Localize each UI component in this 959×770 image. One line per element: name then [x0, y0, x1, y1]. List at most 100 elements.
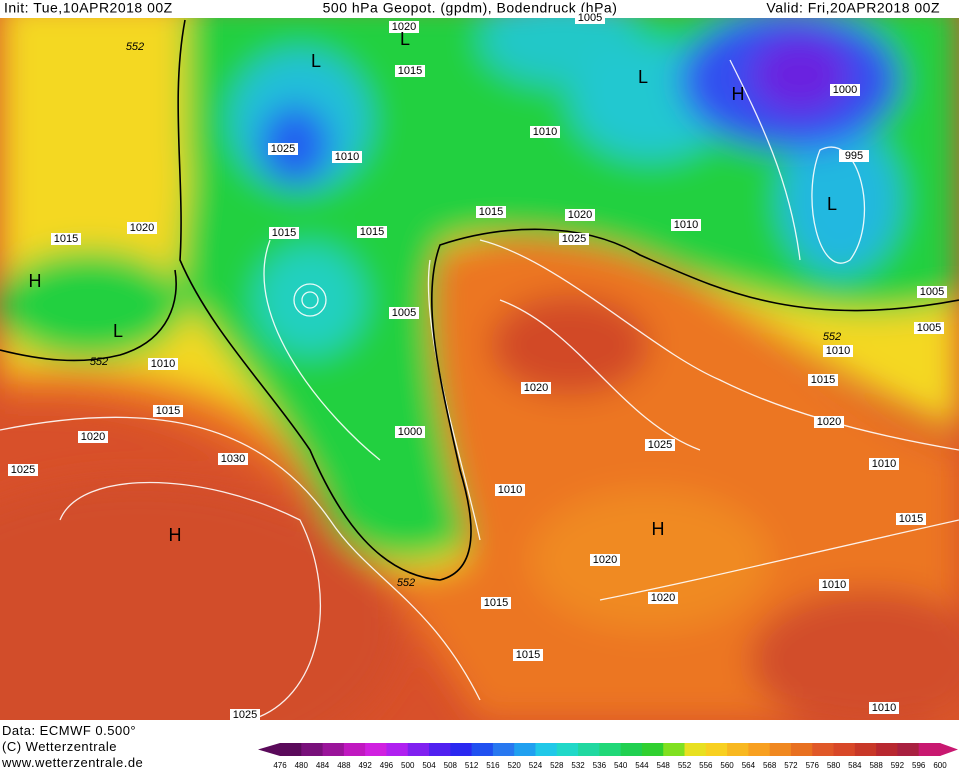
label-box: [389, 307, 419, 319]
footer-line: www.wetterzentrale.de: [1, 755, 143, 770]
colorbar-label: 496: [380, 761, 394, 770]
colorbar-swatch: [641, 743, 664, 756]
colorbar-swatch: [301, 743, 324, 756]
colorbar-label: 508: [444, 761, 458, 770]
colorbar-swatch: [854, 743, 877, 756]
label-box: [332, 151, 362, 163]
isobar-label: 1010: [151, 358, 175, 370]
colorbar-swatch: [471, 743, 494, 756]
isobar-label: 1020: [817, 416, 841, 428]
colorbar-swatch: [514, 743, 536, 756]
label-box: [127, 222, 157, 234]
pressure-center: H: [652, 519, 665, 539]
isobar-label: 1010: [533, 126, 557, 138]
label-box: [914, 322, 944, 334]
colorbar-arrow: [258, 743, 280, 756]
colorbar-swatch: [386, 743, 409, 756]
footer-line: (C) Wetterzentrale: [2, 739, 117, 754]
label-box: [495, 484, 525, 496]
label-box: [917, 286, 947, 298]
pressure-center: L: [638, 67, 648, 87]
isobar-label: 1025: [271, 143, 295, 155]
isobar-label: 1000: [833, 84, 857, 96]
pressure-center: L: [400, 29, 410, 49]
colorbar-label: 488: [337, 761, 351, 770]
label-box: [808, 374, 838, 386]
isobar-label: 1010: [498, 484, 522, 496]
colorbar-swatch: [343, 743, 366, 756]
label-box: [395, 426, 425, 438]
colorbar-swatch: [578, 743, 600, 756]
colorbar-swatch: [705, 743, 728, 756]
colorbar-swatch: [748, 743, 771, 756]
label-box: [521, 382, 551, 394]
label-box: [357, 226, 387, 238]
isobar-label: 1025: [11, 464, 35, 476]
isobar-label: 1020: [593, 554, 617, 566]
colorbar-label: 504: [422, 761, 436, 770]
label-box: [153, 405, 183, 417]
label-box: [819, 579, 849, 591]
colorbar-label: 560: [720, 761, 734, 770]
colorbar-swatch: [727, 743, 749, 756]
label-box: [481, 597, 511, 609]
isobar-label: 1015: [398, 65, 422, 77]
colorbar-swatch: [918, 743, 941, 756]
label-box: [671, 219, 701, 231]
isobar-label: 1020: [392, 21, 416, 33]
isobar-label: 1020: [568, 209, 592, 221]
colorbar-label: 580: [827, 761, 841, 770]
colorbar-label: 572: [784, 761, 798, 770]
colorbar-label: 544: [635, 761, 649, 770]
isobar-label: 1015: [479, 206, 503, 218]
colorbar-swatch: [599, 743, 622, 756]
isobar-label: 1010: [872, 702, 896, 714]
colorbar-label: 512: [465, 761, 479, 770]
colorbar-label: 548: [657, 761, 671, 770]
isobar-label: 1015: [516, 649, 540, 661]
label-box: [575, 12, 605, 24]
pressure-center: L: [311, 51, 321, 71]
colorbar-label: 568: [763, 761, 777, 770]
isobar-label: 1005: [917, 322, 941, 334]
valid-time: Valid: Fri,20APR2018 00Z: [766, 0, 940, 16]
label-box: [268, 143, 298, 155]
isobar-label: 1020: [524, 382, 548, 394]
isobar-label: 1015: [484, 597, 508, 609]
isobar-label: 1010: [822, 579, 846, 591]
colorbar-swatch: [280, 743, 302, 756]
label-box: [389, 21, 419, 33]
isobar-label: 1015: [54, 233, 78, 245]
isobar-label: 1025: [233, 709, 257, 721]
colorbar-label: 492: [358, 761, 372, 770]
colorbar-label: 584: [848, 761, 862, 770]
colorbar-swatch: [620, 743, 643, 756]
label-box: [565, 209, 595, 221]
colorbar: 476 480 484 488 492 496 500 504 508 512 516 520 524 5…: [258, 743, 958, 770]
pressure-center: H: [169, 525, 182, 545]
colorbar-label: 476: [273, 761, 287, 770]
colorbar-label: 528: [550, 761, 564, 770]
isobar-label: 1005: [392, 307, 416, 319]
colorbar-label: 532: [571, 761, 585, 770]
colorbar-label: 600: [933, 761, 947, 770]
colorbar-label: 576: [806, 761, 820, 770]
colorbar-label: 588: [869, 761, 883, 770]
isobar-label: 1015: [156, 405, 180, 417]
label-box: [530, 126, 560, 138]
isobar-label: 1010: [335, 151, 359, 163]
colorbar-swatch: [876, 743, 898, 756]
colorbar-label: 536: [593, 761, 607, 770]
label-box: [218, 453, 248, 465]
label-box: [648, 592, 678, 604]
label-box: [230, 709, 260, 721]
isobar-label: 1015: [811, 374, 835, 386]
isobar-label: 1015: [272, 227, 296, 239]
label-box: [645, 439, 675, 451]
colorbar-swatch: [769, 743, 792, 756]
colorbar-swatch: [492, 743, 515, 756]
isobar-label: 1020: [130, 222, 154, 234]
isobar-label: 1015: [360, 226, 384, 238]
label-box: [51, 233, 81, 245]
isobar-label: 1030: [221, 453, 245, 465]
